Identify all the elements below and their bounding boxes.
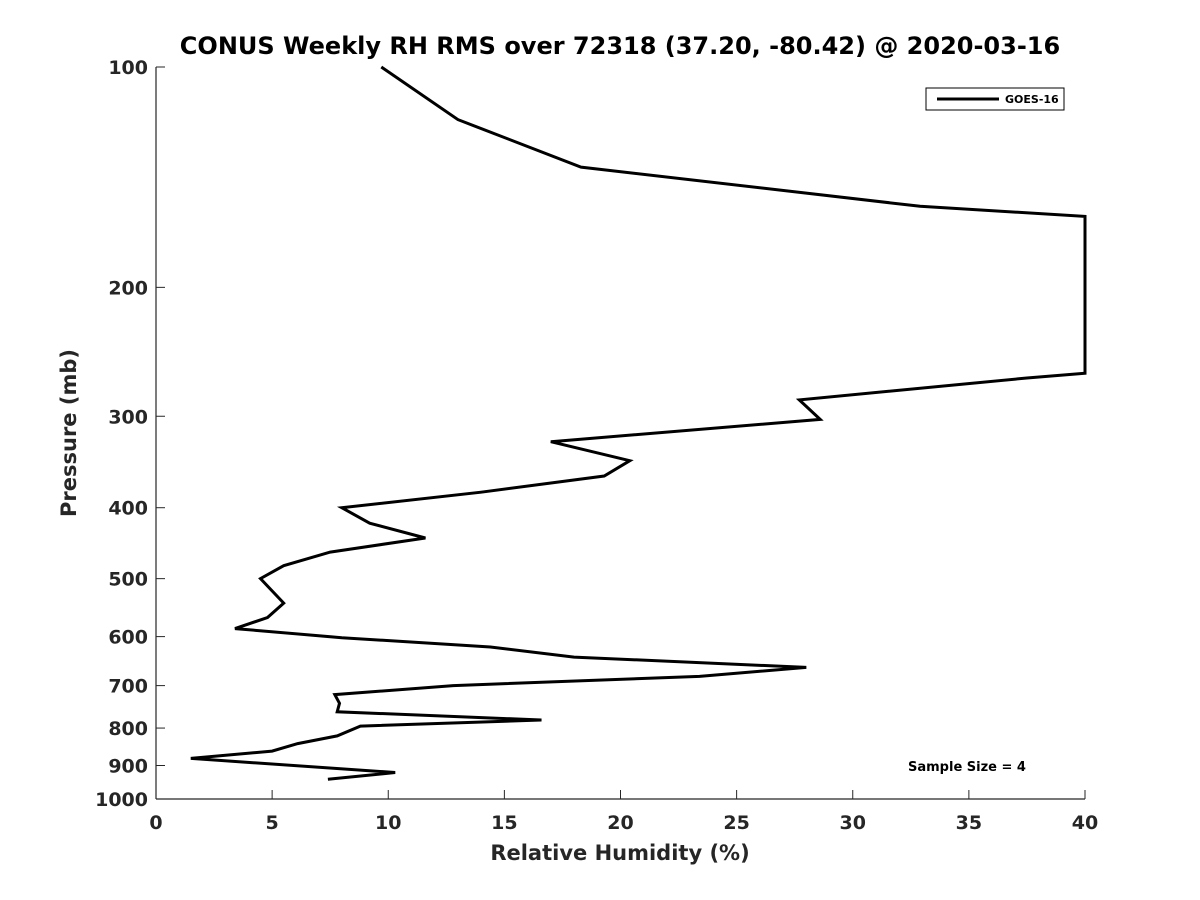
x-tick-label: 40 (1072, 812, 1098, 834)
y-tick-label: 1000 (95, 789, 148, 811)
y-tick-label: 800 (108, 718, 148, 740)
tick-marks: 0 5 10 15 20 25 30 35 40 100 200 300 400 500 600 700 800… (95, 57, 1098, 834)
legend-label: GOES-16 (1005, 93, 1059, 106)
series-layer (190, 65, 1087, 781)
y-axis-label: Pressure (mb) (57, 349, 81, 517)
y-tick-label: 600 (108, 627, 148, 649)
x-tick-label: 0 (149, 812, 162, 834)
plot-area (156, 67, 1085, 799)
chart-title: CONUS Weekly RH RMS over 72318 (37.20, -… (180, 32, 1060, 60)
y-tick-label: 700 (108, 676, 148, 698)
x-tick-label: 20 (607, 812, 633, 834)
x-tick-label: 25 (723, 812, 749, 834)
series-line-goes-16 (190, 65, 1087, 781)
y-tick-label: 500 (108, 569, 148, 591)
x-tick-label: 35 (956, 812, 982, 834)
y-tick-label: 900 (108, 756, 148, 778)
y-tick-label: 400 (108, 498, 148, 520)
sample-size-annotation: Sample Size = 4 (908, 760, 1026, 775)
x-tick-label: 10 (375, 812, 401, 834)
y-tick-label: 200 (108, 277, 148, 299)
x-axis-label: Relative Humidity (%) (490, 841, 749, 865)
x-tick-label: 30 (840, 812, 866, 834)
y-tick-label: 100 (108, 57, 148, 79)
legend: GOES-16 (925, 87, 1065, 111)
x-tick-label: 5 (266, 812, 279, 834)
y-tick-label: 300 (108, 406, 148, 428)
x-tick-label: 15 (491, 812, 517, 834)
